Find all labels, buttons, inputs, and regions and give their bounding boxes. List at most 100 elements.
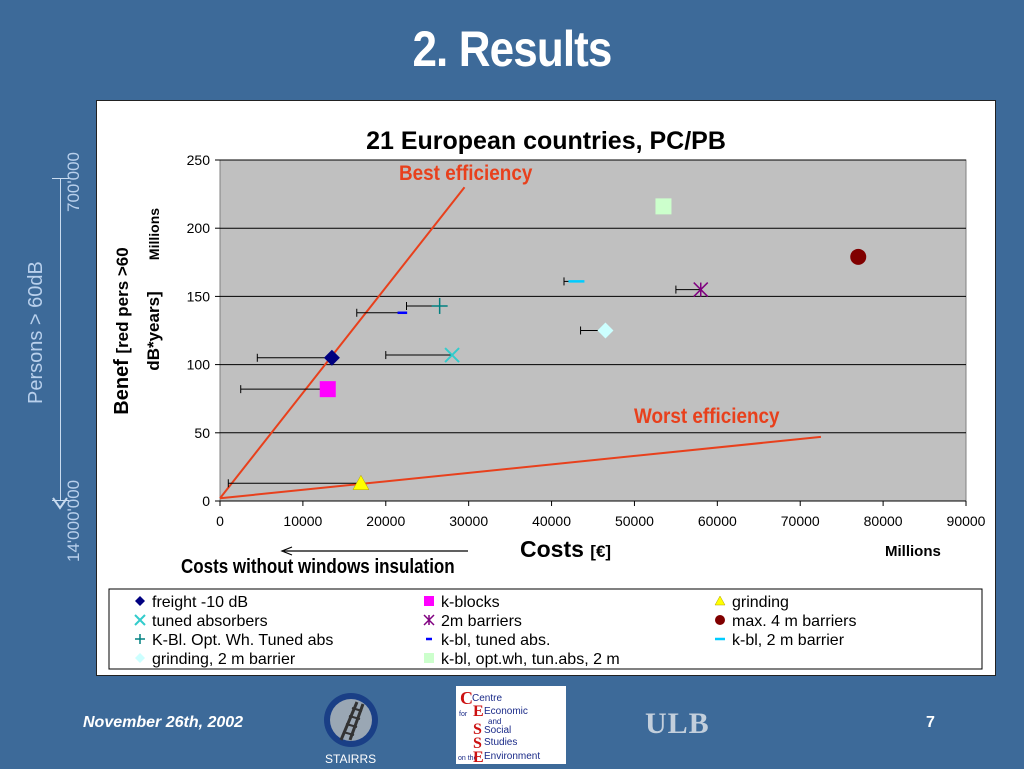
legend-marker-shape [714, 595, 726, 606]
legend-marker-shape [424, 596, 434, 606]
legend-label: 2m barriers [441, 613, 522, 630]
legend-label: k-blocks [441, 594, 500, 611]
data-point-shape [655, 198, 672, 215]
worst-efficiency-label: Worst efficiency [634, 405, 780, 428]
legend-label: tuned absorbers [152, 613, 268, 630]
data-point-shape [319, 381, 336, 398]
svg-text:E: E [473, 749, 484, 764]
cesse-onthe: on the [458, 755, 478, 762]
legend-marker-shape [715, 615, 725, 625]
annotation-arrow-head-icon [280, 546, 293, 556]
y-units-label: Millions [146, 208, 162, 260]
slide-title: 2. Results [412, 21, 612, 77]
cesse-environment: Environment [484, 751, 540, 762]
footer-date: November 26th, 2002 [83, 714, 244, 731]
y-tick-label: 50 [194, 425, 210, 441]
svg-text:S: S [473, 721, 482, 738]
legend-label: k-bl, 2 m barrier [732, 632, 845, 649]
x-tick-label: 50000 [615, 513, 654, 529]
legend-marker-shape [135, 596, 145, 606]
data-point-shape [323, 349, 340, 366]
chart-title: 21 European countries, PC/PB [366, 127, 726, 155]
reference-line [219, 435, 822, 500]
side-bottom-value: 14'000'000 [64, 479, 83, 562]
legend-marker [134, 614, 146, 626]
stairrs-caption: STAIRRS [325, 752, 377, 766]
ulb-logo: ULB [645, 707, 710, 740]
legend-label: K-Bl. Opt. Wh. Tuned abs [152, 632, 333, 649]
x-tick-label: 90000 [947, 513, 986, 529]
side-arrow-head-icon [52, 497, 68, 510]
data-point [444, 347, 460, 363]
data-point [850, 248, 867, 265]
side-top-value: 700'000 [64, 152, 83, 212]
x-tick-label: 0 [216, 513, 224, 529]
cesse-and: and [488, 717, 501, 726]
cesse-centre: Centre [472, 693, 502, 704]
page-number: 7 [926, 714, 935, 731]
x-tick-label: 60000 [698, 513, 737, 529]
x-units-label: Millions [885, 543, 941, 560]
data-point [655, 198, 672, 215]
data-point [693, 282, 709, 298]
legend-marker [135, 653, 145, 663]
svg-text:E: E [473, 703, 484, 720]
data-point [323, 349, 340, 366]
cesse-logo-art: C Centre for E Economic and S Social S S… [458, 688, 540, 766]
legend-label: k-bl, tuned abs. [441, 632, 550, 649]
cesse-economic: Economic [484, 706, 528, 717]
x-tick-label: 80000 [864, 513, 903, 529]
x-tick-label: 70000 [781, 513, 820, 529]
legend-marker [135, 596, 145, 606]
y-axis-label-line2: dB*years] [144, 291, 163, 370]
cesse-logo: C Centre for E Economic and S Social S S… [456, 686, 566, 766]
cesse-studies: Studies [484, 737, 517, 748]
legend-label: k-bl, opt.wh, tun.abs, 2 m [441, 651, 620, 668]
y-tick-label: 100 [187, 357, 211, 373]
legend-marker [424, 653, 434, 663]
legend-marker [715, 615, 725, 625]
legend-label: grinding, 2 m barrier [152, 651, 296, 668]
data-point-shape [597, 322, 614, 339]
x-tick-label: 20000 [366, 513, 405, 529]
legend-marker-shape [424, 653, 434, 663]
data-point-shape [444, 347, 460, 363]
data-point-shape [850, 248, 867, 265]
stairrs-logo-icon [324, 693, 378, 747]
svg-text:C: C [460, 688, 473, 708]
legend-marker [714, 595, 726, 606]
x-axis-label: Costs [€] [520, 536, 611, 562]
legend-label: freight -10 dB [152, 594, 248, 611]
svg-text:S: S [473, 735, 482, 752]
side-arrow-bottom-tick [52, 500, 69, 501]
data-point [431, 297, 448, 314]
y-tick-label: 200 [187, 220, 211, 236]
x-tick-label: 30000 [449, 513, 488, 529]
chart-panel: 0 50 100 150 200 250 0 10000 20000 30000 40000 5000… [96, 100, 996, 676]
y-axis-label-line1: Benef [red pers >60 [111, 247, 133, 414]
data-point [597, 322, 614, 339]
side-arrow-shaft [60, 178, 61, 500]
cesse-for: for [459, 711, 468, 718]
reference-line [219, 186, 466, 499]
legend-box [108, 588, 983, 670]
y-tick-label: 0 [202, 493, 210, 509]
data-point [352, 474, 370, 490]
y-tick-label: 150 [187, 288, 211, 304]
x-tick-label: 10000 [283, 513, 322, 529]
legend-marker [423, 614, 435, 626]
cesse-social: Social [484, 725, 511, 736]
legend-label: grinding [732, 594, 789, 611]
side-arrow-top-tick [52, 178, 69, 179]
y-tick-label: 250 [187, 152, 211, 168]
legend-marker [135, 634, 145, 644]
data-point [319, 381, 336, 398]
data-point-shape [352, 474, 370, 490]
legend-label: max. 4 m barriers [732, 613, 856, 630]
side-label: Persons > 60dB [25, 261, 47, 404]
chart-svg: 0 50 100 150 200 250 0 10000 20000 30000 40000 5000… [108, 127, 986, 670]
annotation-label: Costs without windows insulation [181, 555, 455, 578]
legend-marker-shape [134, 614, 146, 626]
best-efficiency-label: Best efficiency [399, 162, 532, 185]
x-tick-label: 40000 [532, 513, 571, 529]
